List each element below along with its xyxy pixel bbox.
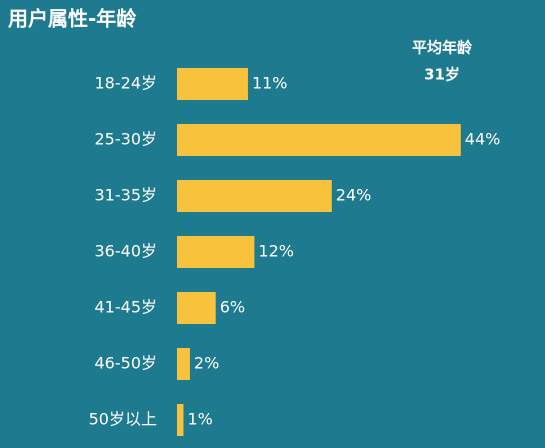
annotation: 31岁 [424,66,460,84]
value-label: 44% [465,130,501,149]
value-label: 12% [258,242,294,261]
value-label: 6% [220,298,245,317]
value-label: 2% [194,354,219,373]
bar [177,236,255,268]
category-label: 36-40岁 [95,242,158,261]
bar [177,404,184,436]
value-label: 11% [252,74,288,93]
bar [177,348,190,380]
category-label: 18-24岁 [95,74,158,93]
value-label: 1% [187,410,212,429]
bar [177,68,248,100]
bar [177,180,332,212]
category-label: 46-50岁 [95,354,158,373]
bar [177,292,216,324]
category-label: 31-35岁 [95,186,158,205]
category-label: 50岁以上 [89,410,157,429]
chart-title: 用户属性-年龄 [8,7,137,31]
value-label: 24% [336,186,372,205]
category-label: 41-45岁 [95,298,158,317]
annotation: 平均年龄 [412,39,473,57]
bar [177,124,461,156]
category-label: 25-30岁 [95,130,158,149]
